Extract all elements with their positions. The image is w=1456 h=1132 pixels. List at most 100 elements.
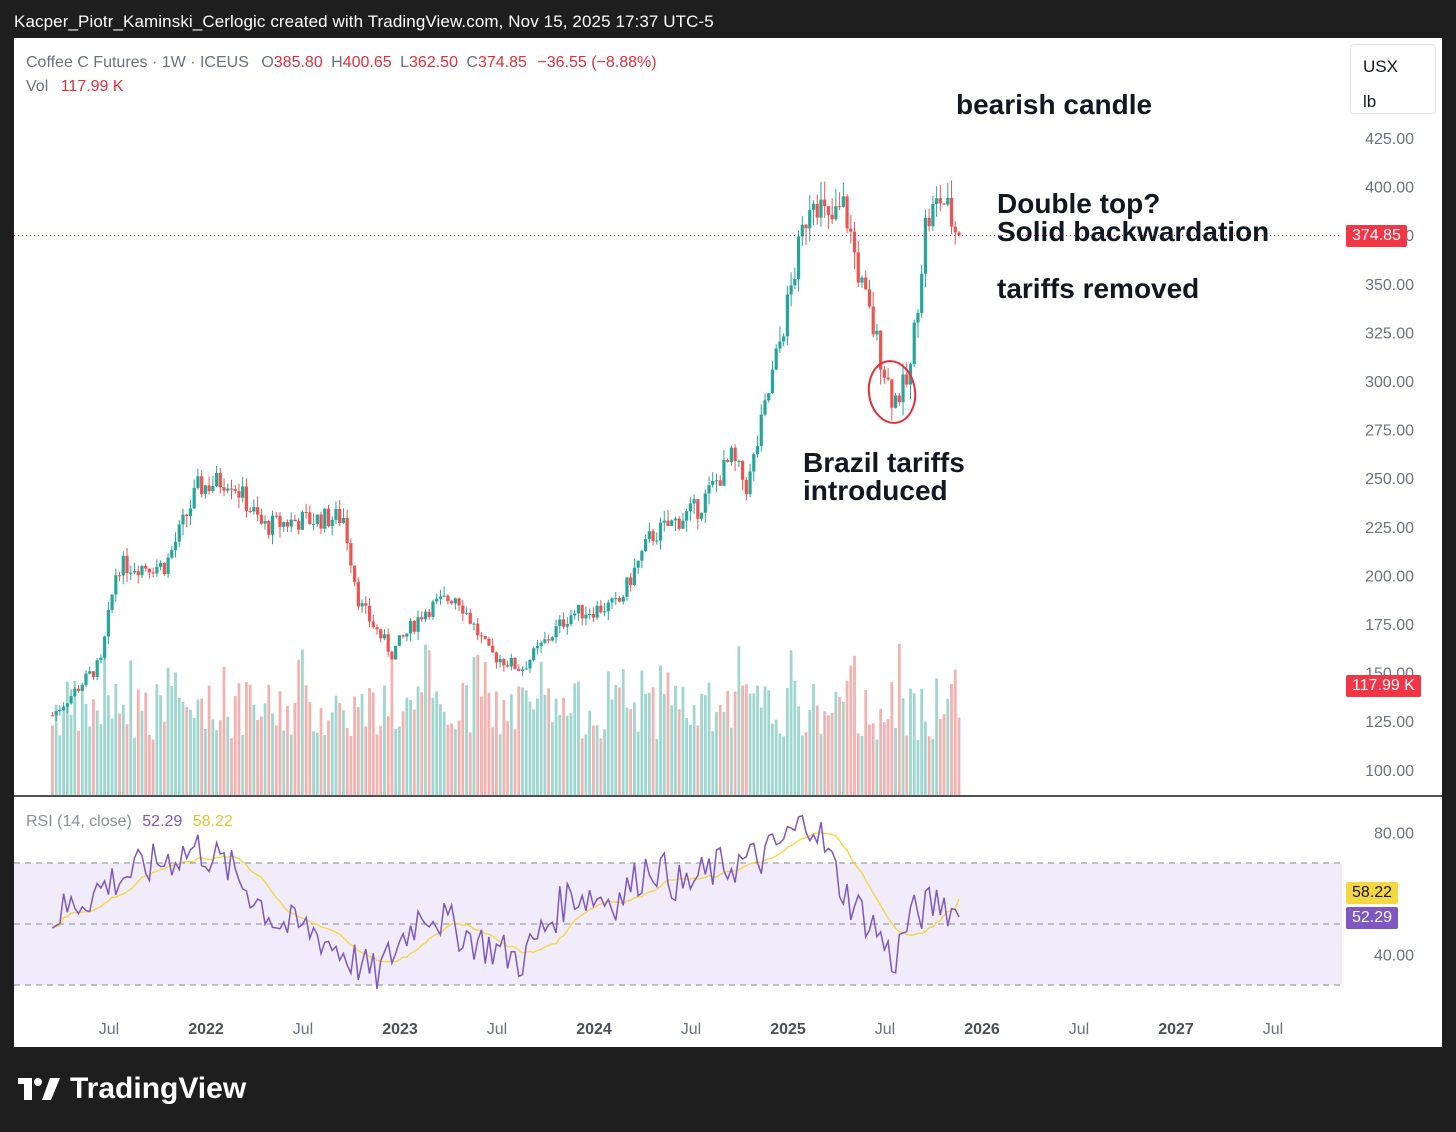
candle-body [554,626,558,638]
time-axis-tick: Jul [1069,1021,1089,1038]
candle-body [893,395,898,408]
volume-bar [401,711,405,795]
volume-bar [465,685,468,795]
candle-body [300,512,304,530]
candle-body [256,507,260,515]
candle-body [517,668,521,671]
candle-body [677,518,681,529]
volume-bar [472,657,476,795]
open-label: O [261,54,274,71]
symbol-name[interactable]: Coffee C Futures · 1W · ICEUS [26,54,249,71]
volume-bar [651,687,655,795]
candle-body [744,479,748,495]
candle-body [106,609,110,637]
candle-body [879,330,883,370]
volume-bar [946,698,950,795]
volume-bar [778,733,782,795]
volume-bar [528,701,532,795]
candle-body [565,624,569,627]
candle-body [289,519,293,527]
tradingview-brand[interactable]: TradingView [18,1072,246,1106]
chart-canvas[interactable]: 425.00400.00375.00350.00325.00300.00275.… [14,38,1442,1047]
volume-label[interactable]: Vol [26,78,49,95]
volume-bar [416,686,420,795]
volume-bar [248,684,252,795]
volume-bar [431,697,435,795]
time-axis-tick: Jul [487,1021,507,1038]
candle-body [494,652,498,663]
volume-bar [166,667,170,795]
candle-body [416,617,420,632]
candle-body [942,203,946,205]
price-axis-tick: 200.00 [1365,568,1414,585]
volume-bar [868,724,871,795]
volume-bar [170,686,174,795]
candle-body [468,612,472,624]
price-axis-tick: 425.00 [1365,131,1414,148]
candle-body [826,206,831,215]
candle-body [834,206,838,220]
volume-bar [424,644,427,795]
candle-body [390,651,394,660]
volume-bar [569,713,573,795]
unit-selector[interactable]: USX lb [1350,44,1436,114]
volume-bar [330,712,334,795]
candle-body [136,571,140,576]
candle-body [905,374,909,385]
candle-body [166,557,170,574]
candle-body [662,520,666,523]
candle-body [394,645,398,660]
volume-bar [618,687,621,795]
candle-body [576,604,581,614]
volume-bar [674,685,677,795]
volume-bar [215,730,218,795]
volume-bar [666,672,670,795]
volume-bar [390,655,394,795]
volume-bar [562,697,565,795]
annotation-double-top: Double top? [997,188,1161,219]
candle-body [196,476,200,488]
volume-bar [334,695,338,795]
time-axis-tick: 2025 [770,1021,806,1038]
candle-body [423,611,428,620]
candle-body [185,514,189,517]
measure-unit[interactable]: lb [1363,92,1377,111]
candle-body [252,507,256,512]
volume-bar [554,698,558,795]
candle-body [580,604,584,619]
candle-body [326,508,331,527]
candle-body [408,620,413,634]
candle-body [341,517,346,523]
candle-body [513,657,517,669]
candle-body [211,485,215,491]
volume-bar [498,734,502,795]
time-axis-tick: 2026 [964,1021,1000,1038]
candle-body [774,348,778,370]
volume-bar [185,706,189,795]
chart-frame[interactable]: 425.00400.00375.00350.00325.00300.00275.… [14,38,1442,1047]
volume-bar [435,691,439,795]
tradingview-logo-icon [18,1078,60,1100]
high-value: 400.65 [342,54,392,71]
candle-body [188,508,193,517]
time-axis-tick: 2023 [382,1021,418,1038]
volume-bar [655,738,659,795]
volume-bar [461,682,465,795]
volume-bar [722,712,726,795]
volume-bar [192,717,196,795]
volume-bar [491,727,495,795]
candle-body [159,562,163,567]
candle-body [800,224,804,237]
rsi-label[interactable]: RSI (14, close) [26,813,132,830]
volume-bar [584,734,588,795]
currency-unit[interactable]: USX [1363,57,1398,76]
price-axis-tick: 400.00 [1365,180,1414,197]
volume-bar [953,669,957,795]
volume-bar [494,691,498,795]
candle-body [804,224,808,229]
candle-body [233,489,237,491]
candle-body [95,660,99,677]
candle-body [886,377,890,380]
candle-body [237,490,241,498]
volume-bar [349,735,353,795]
